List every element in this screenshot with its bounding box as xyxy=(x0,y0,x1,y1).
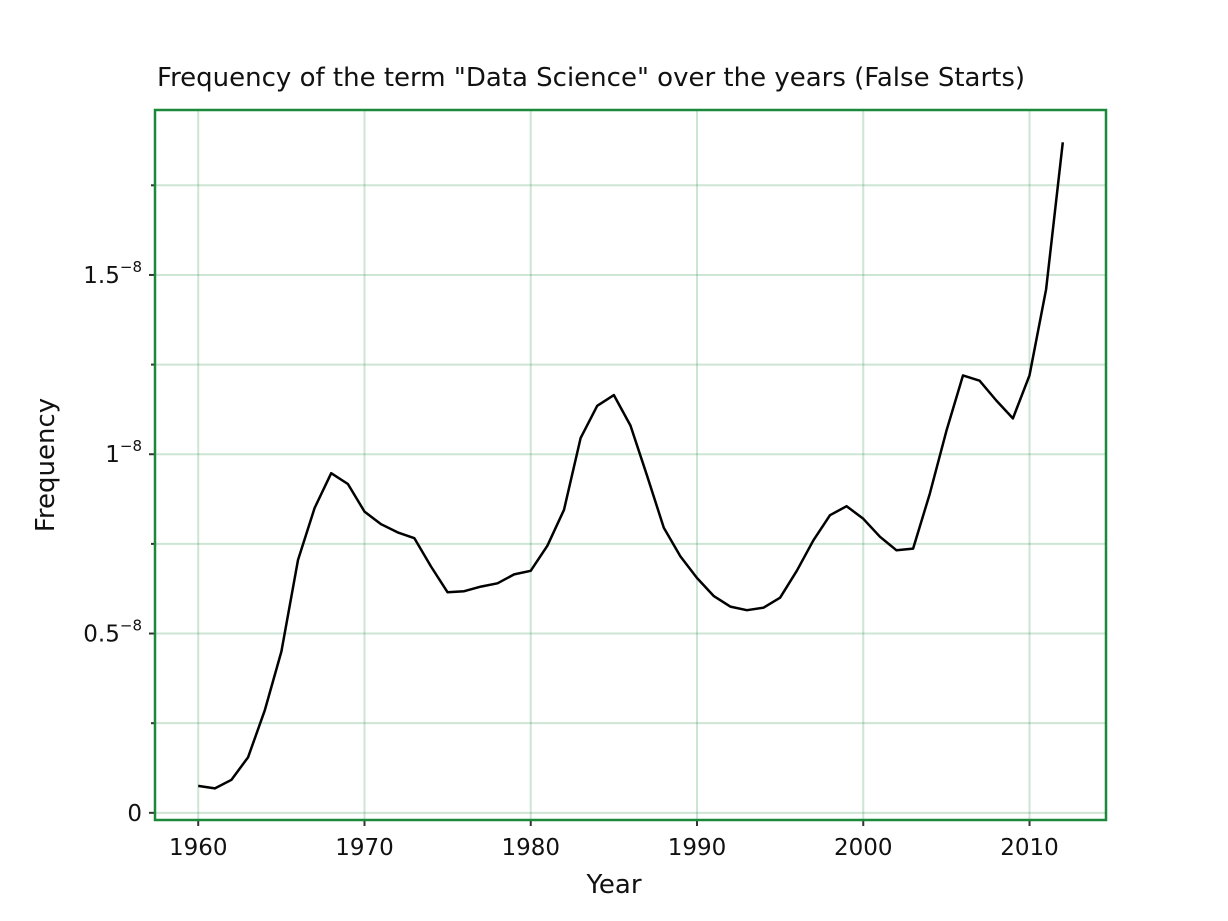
x-axis-label: Year xyxy=(585,870,641,900)
y-tick-label: 0.5−8 xyxy=(83,617,142,648)
x-tick-label: 1970 xyxy=(335,835,394,861)
y-tick-label: 1−8 xyxy=(105,437,142,468)
x-tick-label: 1960 xyxy=(169,835,228,861)
x-tick-label: 2000 xyxy=(834,835,893,861)
chart-title: Frequency of the term "Data Science" ove… xyxy=(157,63,1025,93)
y-axis-label: Frequency xyxy=(31,398,61,532)
y-tick-label: 1.5−8 xyxy=(83,258,142,289)
x-tick-label: 2010 xyxy=(1000,835,1059,861)
grid xyxy=(155,110,1106,820)
x-tick-label: 1980 xyxy=(501,835,560,861)
series-line xyxy=(198,142,1065,790)
y-tick-label: 0 xyxy=(127,801,142,827)
x-axis: 1960 1970 1980 1990 2000 2010 xyxy=(169,820,1059,861)
y-axis: 0 0.5−8 1−8 1.5−8 xyxy=(83,184,155,827)
x-tick-label: 1990 xyxy=(668,835,727,861)
plot-frame xyxy=(153,108,1108,822)
